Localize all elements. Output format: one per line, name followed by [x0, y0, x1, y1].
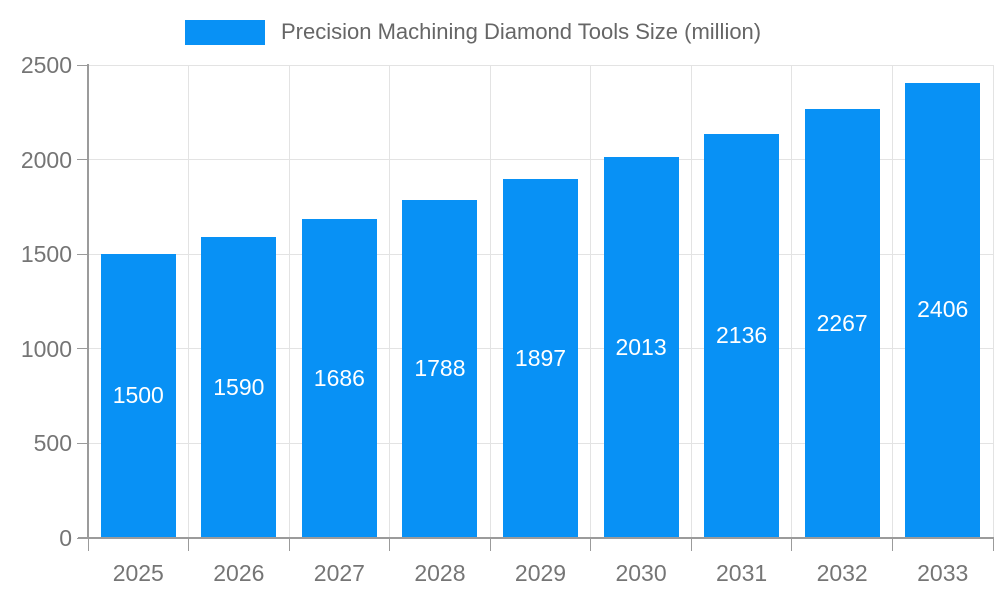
y-axis-tick-label: 1000	[20, 335, 72, 362]
bar	[402, 199, 478, 538]
legend-swatch-icon	[185, 19, 265, 45]
y-axis-tick-mark	[77, 348, 88, 350]
x-axis-tick-mark	[188, 539, 190, 551]
x-axis-tick-mark	[288, 539, 290, 551]
bar-value-label: 1590	[213, 373, 265, 400]
v-gridline	[288, 65, 290, 538]
bar	[905, 82, 981, 538]
y-axis-tick-label: 2000	[20, 146, 72, 173]
y-axis-tick-label: 500	[33, 430, 72, 457]
bar	[201, 237, 277, 538]
x-axis-tick-mark	[389, 539, 391, 551]
plot-area: 1500 1590 1686 1788 1897 2013 2136 2267 2406	[88, 64, 994, 538]
x-axis-tick-label: 2033	[917, 560, 969, 586]
y-axis-tick-mark	[77, 537, 88, 539]
x-axis-tick-mark	[489, 539, 491, 551]
v-gridline	[992, 65, 994, 538]
h-gridline	[88, 159, 993, 161]
y-axis-tick-label: 2500	[20, 52, 72, 78]
v-gridline	[690, 65, 692, 538]
bar	[603, 157, 679, 538]
y-axis-tick-label: 0	[59, 525, 72, 551]
x-axis-tick-mark	[690, 539, 692, 551]
bar-value-label: 1686	[313, 364, 365, 391]
x-axis-tick-label: 2027	[313, 560, 365, 586]
y-axis-tick-mark	[77, 442, 88, 444]
v-gridline	[188, 65, 190, 538]
x-axis-tick-label: 2032	[816, 560, 868, 586]
bar	[100, 254, 176, 538]
h-gridline	[88, 64, 993, 66]
x-axis-tick-label: 2025	[112, 560, 164, 586]
v-gridline	[389, 65, 391, 538]
bar-value-label: 2267	[816, 309, 868, 336]
x-axis-line	[78, 537, 994, 539]
bar-value-label: 1897	[514, 344, 567, 371]
bar-value-label: 2406	[917, 296, 969, 323]
y-axis-tick-label: 1500	[20, 241, 72, 268]
y-axis-tick-mark	[77, 64, 88, 66]
bar	[804, 109, 880, 538]
bar-value-label: 2013	[615, 333, 667, 360]
v-gridline	[489, 65, 491, 538]
x-axis-tick-label: 2030	[615, 560, 667, 586]
legend-label: Precision Machining Diamond Tools Size (…	[281, 19, 762, 44]
v-gridline	[891, 65, 893, 538]
y-axis-line	[87, 64, 89, 539]
v-gridline	[590, 65, 592, 538]
x-axis-tick-mark	[992, 539, 994, 551]
bar-value-label: 2136	[716, 321, 768, 348]
x-axis-tick-mark	[590, 539, 592, 551]
bar-value-label: 1788	[414, 354, 466, 381]
bar	[301, 219, 377, 538]
bar	[503, 179, 578, 538]
v-gridline	[791, 65, 793, 538]
bar-value-label: 1500	[112, 382, 164, 409]
chart-legend[interactable]: Precision Machining Diamond Tools Size (…	[185, 18, 761, 46]
x-axis-tick-label: 2029	[514, 560, 567, 586]
x-axis-tick-mark	[87, 539, 89, 551]
y-axis-tick-mark	[77, 159, 88, 161]
x-axis-tick-label: 2028	[414, 560, 466, 586]
x-axis-tick-label: 2026	[213, 560, 265, 586]
bar	[704, 133, 780, 538]
x-axis-tick-mark	[791, 539, 793, 551]
x-axis-tick-mark	[891, 539, 893, 551]
y-axis-tick-mark	[77, 253, 88, 255]
x-axis-tick-label: 2031	[716, 560, 768, 586]
